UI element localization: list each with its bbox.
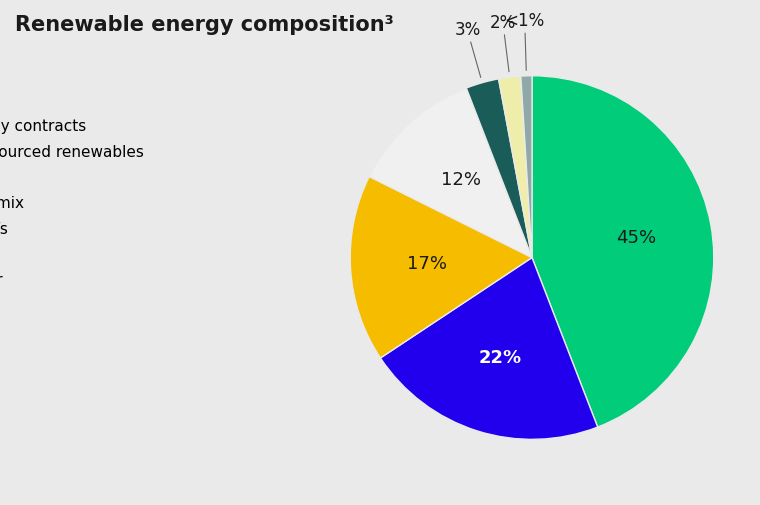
Text: Renewable energy composition³: Renewable energy composition³ <box>15 15 394 35</box>
Legend: Retail supply contracts, Customer sourced renewables, PPAs, Utility grid mix, Gr: Retail supply contracts, Customer source… <box>0 118 144 288</box>
Text: 17%: 17% <box>407 255 447 273</box>
Wedge shape <box>532 76 714 427</box>
Text: 2%: 2% <box>490 14 516 72</box>
Text: 12%: 12% <box>441 171 481 189</box>
Wedge shape <box>467 79 532 258</box>
Wedge shape <box>521 76 532 258</box>
Wedge shape <box>369 88 532 258</box>
Wedge shape <box>499 76 532 258</box>
Text: 3%: 3% <box>454 21 481 77</box>
Wedge shape <box>350 177 532 358</box>
Text: <1%: <1% <box>505 12 545 70</box>
Text: 22%: 22% <box>479 349 521 367</box>
Wedge shape <box>381 258 597 439</box>
Text: 45%: 45% <box>616 229 656 247</box>
